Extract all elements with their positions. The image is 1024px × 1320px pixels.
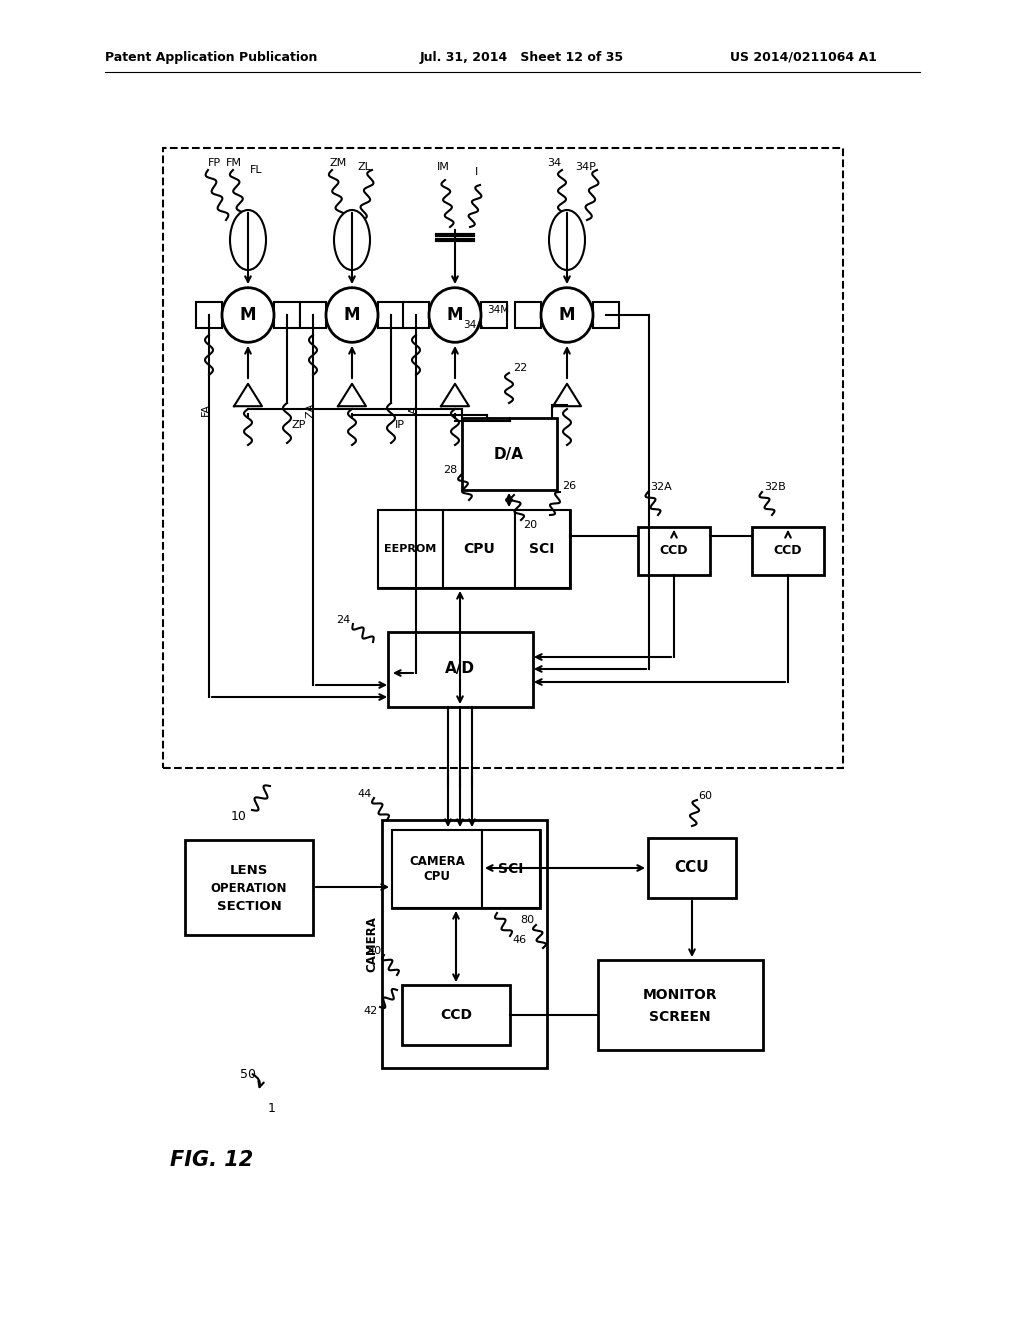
Text: ZA: ZA — [305, 403, 315, 417]
Text: ZL: ZL — [357, 162, 371, 172]
Ellipse shape — [222, 288, 274, 342]
Text: ZM: ZM — [330, 158, 347, 168]
Text: 46: 46 — [512, 935, 526, 945]
Text: MONITOR: MONITOR — [643, 987, 718, 1002]
Text: M: M — [344, 306, 360, 323]
Bar — [638, 527, 710, 576]
Text: IM: IM — [437, 162, 450, 172]
Ellipse shape — [334, 210, 370, 271]
Bar — [482, 830, 540, 908]
Text: 42: 42 — [364, 1006, 378, 1016]
Text: 32A: 32A — [650, 482, 672, 492]
Text: 32B: 32B — [764, 482, 785, 492]
Text: Jul. 31, 2014   Sheet 12 of 35: Jul. 31, 2014 Sheet 12 of 35 — [420, 50, 624, 63]
Text: A/D: A/D — [445, 661, 475, 676]
Bar — [598, 960, 763, 1049]
Text: D/A: D/A — [494, 446, 524, 462]
Text: FP: FP — [208, 158, 221, 168]
Text: FA: FA — [201, 404, 211, 417]
Text: 28: 28 — [442, 465, 457, 475]
Text: Patent Application Publication: Patent Application Publication — [105, 50, 317, 63]
Bar — [515, 302, 541, 327]
Bar — [388, 632, 534, 708]
Text: M: M — [240, 306, 256, 323]
Text: 26: 26 — [562, 480, 577, 491]
Text: US 2014/0211064 A1: US 2014/0211064 A1 — [730, 50, 877, 63]
Text: SCI: SCI — [499, 862, 523, 876]
Bar — [752, 527, 824, 576]
Text: CCD: CCD — [659, 544, 688, 557]
Bar — [392, 830, 482, 908]
Bar — [300, 302, 326, 327]
Text: 40: 40 — [368, 946, 382, 956]
Text: OPERATION: OPERATION — [211, 883, 288, 895]
Text: SECTION: SECTION — [217, 900, 282, 913]
Bar — [378, 510, 443, 587]
Text: 50: 50 — [240, 1068, 256, 1081]
Bar — [648, 838, 736, 898]
Text: CCU: CCU — [675, 861, 710, 875]
Text: SCI: SCI — [529, 543, 555, 556]
Bar — [378, 302, 404, 327]
Text: ZP: ZP — [291, 420, 305, 430]
Text: IA: IA — [408, 404, 418, 416]
Text: CAMERA: CAMERA — [366, 916, 379, 972]
Text: IP: IP — [395, 420, 406, 430]
Text: 80: 80 — [520, 915, 534, 925]
Ellipse shape — [326, 288, 378, 342]
Bar — [402, 985, 510, 1045]
Text: 34: 34 — [547, 158, 561, 168]
Bar — [443, 510, 515, 587]
Text: M: M — [559, 306, 575, 323]
Text: FIG. 12: FIG. 12 — [170, 1150, 253, 1170]
Text: 24: 24 — [336, 615, 350, 624]
Text: 34M: 34M — [487, 305, 509, 315]
Text: FL: FL — [250, 165, 262, 176]
Text: 1: 1 — [268, 1101, 275, 1114]
Bar — [515, 510, 570, 587]
Text: 20: 20 — [523, 520, 538, 531]
Text: M: M — [446, 306, 463, 323]
Bar — [403, 302, 429, 327]
Text: CPU: CPU — [463, 543, 495, 556]
Text: 34P: 34P — [575, 162, 596, 172]
Bar — [392, 830, 540, 908]
Text: CCD: CCD — [774, 544, 802, 557]
Text: EEPROM: EEPROM — [384, 544, 436, 554]
Text: 44: 44 — [357, 789, 372, 799]
Bar — [274, 302, 300, 327]
Text: SCREEN: SCREEN — [649, 1010, 711, 1024]
Text: CCD: CCD — [440, 1008, 472, 1022]
Ellipse shape — [230, 210, 266, 271]
Bar — [382, 820, 547, 1068]
Bar — [185, 840, 313, 935]
Ellipse shape — [541, 288, 593, 342]
Ellipse shape — [429, 288, 481, 342]
Text: 22: 22 — [513, 363, 527, 374]
Text: I: I — [475, 168, 478, 177]
Text: 34A: 34A — [463, 319, 483, 330]
Bar — [163, 148, 843, 768]
Ellipse shape — [549, 210, 585, 271]
Bar — [593, 302, 618, 327]
Text: FM: FM — [226, 158, 242, 168]
Text: LENS: LENS — [229, 865, 268, 878]
Bar — [196, 302, 222, 327]
Text: CAMERA
CPU: CAMERA CPU — [409, 855, 465, 883]
Bar — [481, 302, 507, 327]
Bar — [462, 418, 557, 490]
Text: 10: 10 — [231, 809, 247, 822]
Text: 60: 60 — [698, 791, 712, 801]
Bar — [378, 510, 570, 587]
